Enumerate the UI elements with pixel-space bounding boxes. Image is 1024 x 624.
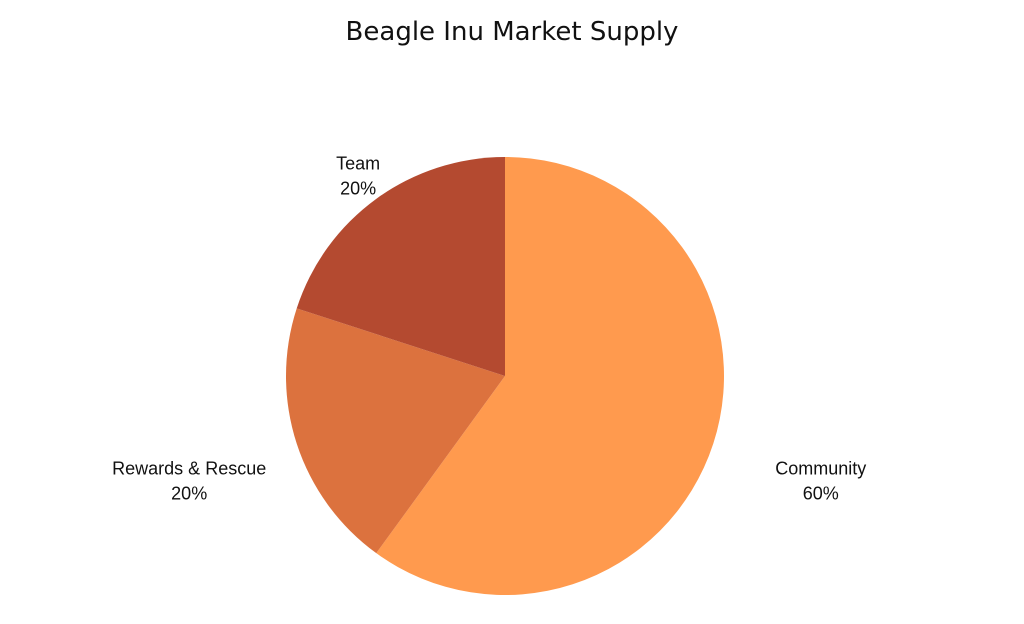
slice-label: Rewards & Rescue xyxy=(112,459,266,479)
slice-value-label: 20% xyxy=(171,484,207,504)
slice-value-label: 20% xyxy=(340,179,376,199)
slice-label: Community xyxy=(775,459,866,479)
slice-value-label: 60% xyxy=(803,484,839,504)
pie-slice-team xyxy=(296,157,505,376)
pie-slice-community xyxy=(376,157,724,595)
pie-slice-rewards-rescue xyxy=(286,308,505,554)
pie-labels: Community 60% Rewards & Rescue 20% Team 20% xyxy=(112,154,866,504)
chart-title: Beagle Inu Market Supply xyxy=(346,17,679,47)
slice-label: Team xyxy=(336,154,380,174)
pie-slices xyxy=(286,157,724,595)
